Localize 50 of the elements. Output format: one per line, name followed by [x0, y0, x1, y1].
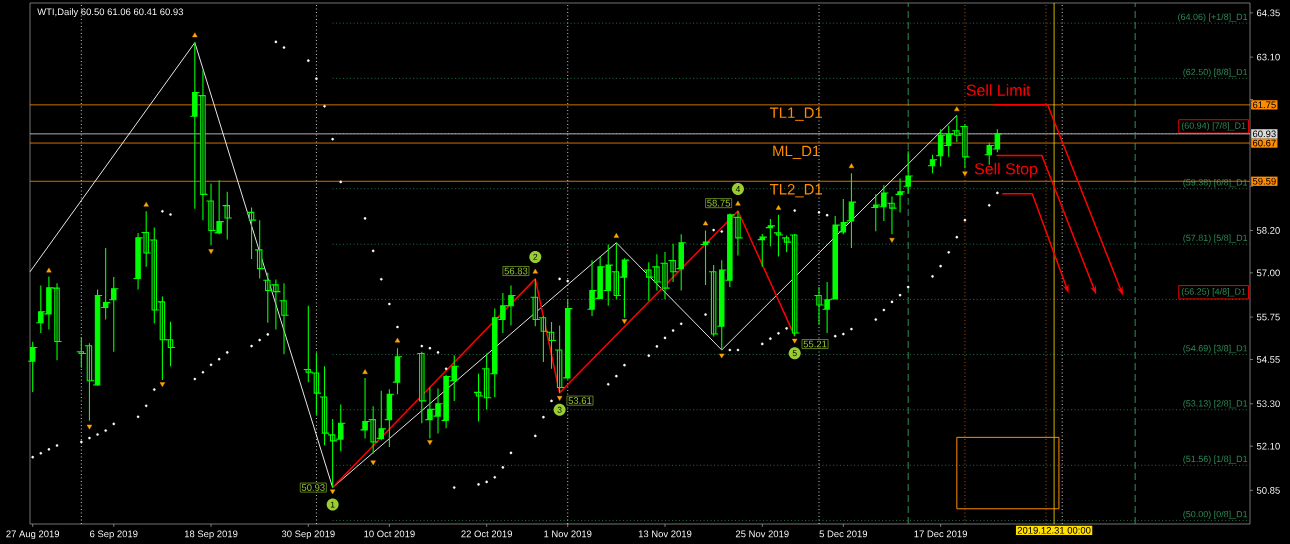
- ref-line-label: 2019.12.31 00:00: [1017, 527, 1091, 534]
- ref-line-label: (62.50) [8/8]_D1: [1183, 68, 1248, 77]
- annotation: ML_D1: [773, 145, 820, 160]
- ref-line-label: 61.75: [1252, 101, 1276, 109]
- annotation: 1: [330, 501, 335, 508]
- x-tick-label: 10 Oct 2019: [364, 530, 415, 538]
- y-tick-label: 54.55: [1256, 356, 1280, 363]
- annotation: Sell Stop: [974, 162, 1038, 178]
- annotation: 5: [792, 350, 797, 357]
- annotation: 4: [735, 186, 741, 192]
- ref-line-label: (64.06) [+1/8]_D1: [1178, 13, 1248, 22]
- x-tick-label: 6 Sep 2019: [90, 530, 138, 540]
- ref-line-label: 60.67: [1252, 139, 1276, 147]
- annotation: 3: [557, 406, 562, 413]
- ref-line-label: (50.00) [0/8]_D1: [1183, 510, 1248, 520]
- y-tick-label: 58.20: [1256, 227, 1280, 234]
- ref-line-label: (51.56) [1/8]_D1: [1183, 455, 1248, 464]
- ref-line-label: (57.81) [5/8]_D1: [1183, 234, 1248, 243]
- data-label: 50.93: [301, 484, 325, 491]
- x-tick-label: 13 Nov 2019: [638, 530, 692, 538]
- x-tick-label: 1 Nov 2019: [544, 530, 592, 538]
- x-tick-label: 25 Nov 2019: [735, 530, 789, 538]
- x-tick-label: 5 Dec 2019: [819, 530, 868, 538]
- x-tick-label: 27 Aug 2019: [6, 530, 60, 540]
- annotation: Sell Limit: [966, 84, 1031, 96]
- data-label: 58.75: [707, 199, 731, 207]
- y-tick-label: 63.10: [1257, 53, 1280, 61]
- y-tick-label: 52.10: [1256, 442, 1280, 450]
- y-tick-label: 53.30: [1256, 400, 1280, 408]
- y-tick-label: 50.85: [1256, 487, 1280, 494]
- data-label: 56.83: [504, 267, 528, 275]
- x-tick-label: 22 Oct 2019: [461, 530, 512, 538]
- annotation: TL2_D1: [769, 183, 822, 198]
- data-label: 55.21: [803, 340, 827, 348]
- ref-line-label: 59.59: [1252, 177, 1276, 185]
- y-tick-label: 55.75: [1256, 313, 1280, 321]
- ref-line-label: (60.94) [7/8]_D1: [1181, 122, 1246, 131]
- ref-line-label: (56.25) [4/8]_D1: [1181, 288, 1246, 297]
- ref-line-label: 60.93: [1252, 130, 1276, 138]
- x-tick-label: 17 Dec 2019: [914, 530, 967, 538]
- x-tick-label: 30 Sep 2019: [281, 530, 335, 540]
- y-tick-label: 57.00: [1256, 269, 1280, 277]
- x-tick-label: 18 Sep 2019: [184, 530, 238, 540]
- ref-line-label: (53.13) [2/8]_D1: [1183, 399, 1248, 409]
- text: WTI,Daily 60.50 61.06 60.41 60.93: [37, 8, 184, 18]
- annotation: 2: [533, 253, 538, 260]
- y-tick-label: 64.35: [1257, 9, 1280, 17]
- ref-line-label: (54.69) [3/8]_D1: [1183, 344, 1248, 354]
- data-label: 53.61: [568, 397, 592, 404]
- annotation: TL1_D1: [769, 107, 822, 121]
